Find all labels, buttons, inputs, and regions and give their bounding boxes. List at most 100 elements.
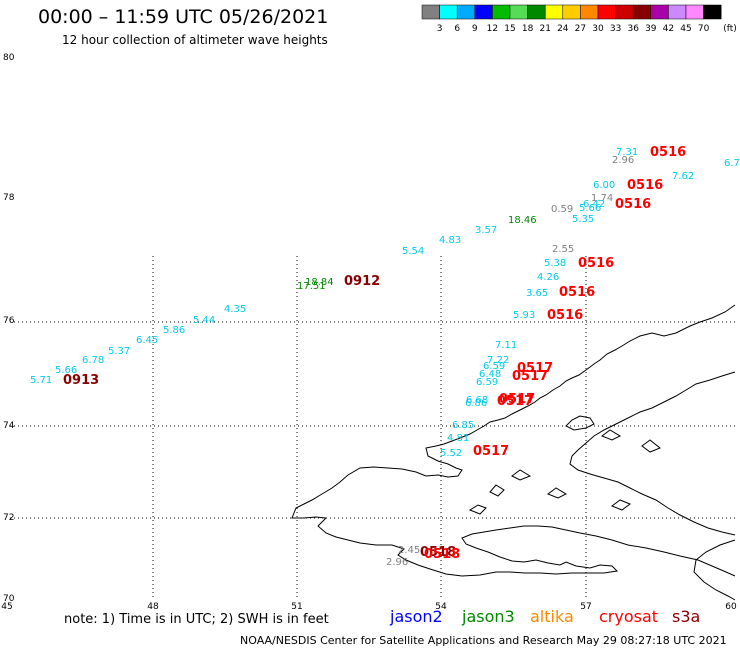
color-legend: 3 6 9 12 15 18 21 24 27 30 33 36 39 42 45 70 (ft) [421,4,737,34]
legend-label: 39 [645,24,657,34]
legend-label: 42 [663,24,674,34]
wave-height-value: 5.52 [440,448,462,459]
wave-height-value: 5.54 [402,246,424,257]
wave-height-value: 5.37 [108,346,130,357]
lat-tick-label: 76 [3,316,15,326]
wave-height-observations: 5.715.666.785.376.455.865.444.3518.8417.… [30,147,740,568]
satellite-s3a: s3a [672,607,701,626]
lat-tick-label: 80 [3,53,15,63]
wave-height-value: 4.35 [224,304,246,315]
wave-height-value: 6.68 [466,395,488,406]
lon-tick-label: 60 [725,602,737,612]
wave-height-value: 6.59 [476,377,498,388]
legend-label: 18 [522,24,534,34]
wave-height-value: 6.48 [479,369,501,380]
coastline [291,304,736,601]
wave-height-value: 5.38 [544,258,566,269]
legend-label: 3 [437,24,443,34]
legend-label: 45 [680,24,691,34]
lon-tick-label: 54 [435,602,447,612]
wave-height-value: 3.65 [526,288,548,299]
wave-height-value: 0.59 [551,204,573,215]
wave-height-value: 1.74 [591,193,613,204]
pass-time-label: 0516 [578,256,614,271]
wave-height-value: 5.66 [55,365,77,376]
wave-height-value: 7.11 [495,340,517,351]
pass-time-label: 0518 [420,545,456,560]
legend-label: 6 [454,24,460,34]
wave-height-value: 5.66 [579,203,601,214]
wave-height-value: 4.83 [439,235,461,246]
lat-tick-label: 72 [3,513,14,523]
lon-tick-label: 57 [580,602,591,612]
wave-height-value: 5.93 [513,310,535,321]
legend-label: 21 [539,24,550,34]
legend-label: 33 [610,24,621,34]
pass-time-label: 0516 [547,308,583,323]
legend-label: 36 [627,24,639,34]
pass-time-label: 0517 [499,392,535,407]
map-subtitle: 12 hour collection of altimeter wave hei… [62,33,328,47]
pass-time-label: 0516 [627,178,663,193]
legend-label: 30 [592,24,604,34]
legend-label: 27 [575,24,586,34]
wave-height-value: 2.96 [386,557,408,568]
wave-height-value: 5.71 [30,375,52,386]
pass-time-label: 0517 [497,394,533,409]
lat-lon-grid [10,256,735,600]
legend-swatch-16 [703,4,722,20]
wave-height-value: 7.22 [487,355,509,366]
pass-time-label: 0517 [512,369,548,384]
lat-tick-label: 70 [3,594,15,604]
satellite-altika: altika [530,607,574,626]
wave-height-value: 2.45 [398,545,420,556]
axis-tick-labels: 45 48 51 54 57 60 70 72 74 76 78 80 [1,53,737,612]
wave-height-value: 6.59 [483,361,505,372]
lat-tick-label: 78 [3,193,15,203]
pass-time-label: 0912 [344,274,380,289]
lon-tick-label: 48 [147,602,159,612]
satellite-cryosat: cryosat [599,607,659,626]
wave-height-value: 6.45 [136,335,158,346]
pass-time-label: 0516 [650,145,686,160]
lon-tick-label: 51 [291,602,302,612]
wave-height-value: 6.86 [465,398,487,409]
wave-height-value: 6.85 [452,420,474,431]
legend-label: 9 [472,24,478,34]
legend-label: 12 [487,24,498,34]
footnote: note: 1) Time is in UTC; 2) SWH is in fe… [64,612,329,627]
satellite-jason3: jason3 [462,607,515,626]
wave-height-value: 6.78 [82,355,104,366]
lon-tick-label: 45 [1,602,12,612]
wave-height-value: 7.62 [672,171,694,182]
satellite-jason2: jason2 [390,607,443,626]
wave-height-value: 18.84 [305,277,334,288]
pass-time-label: 0517 [473,444,509,459]
pass-time-label: 0516 [615,197,651,212]
wave-height-value: 17.51 [297,281,326,292]
wave-height-value: 6.42 [583,199,605,210]
wave-height-value: 3.57 [475,225,497,236]
wave-height-value: 6.7 [724,158,740,169]
lat-tick-label: 74 [3,421,15,431]
wave-height-value: 2.96 [612,155,634,166]
map-title: 00:00 – 11:59 UTC 05/26/2021 [38,6,329,28]
wave-height-value: 4.81 [447,433,469,444]
wave-height-value: 5.44 [193,315,215,326]
pass-time-label: 0913 [63,373,99,388]
wave-height-value: 2.55 [552,244,574,255]
pass-time-label: 0518 [424,547,460,562]
legend-label: 15 [504,24,515,34]
legend-label: 70 [698,24,710,34]
wave-height-value: 5.35 [572,214,594,225]
legend-unit: (ft) [723,24,737,34]
wave-height-value: 18.46 [508,215,537,226]
legend-label: 24 [557,24,569,34]
wave-height-value: 7.31 [616,147,638,158]
credit-footer: NOAA/NESDIS Center for Satellite Applica… [240,634,727,647]
wave-height-value: 4.26 [537,272,559,283]
wave-height-value: 6.00 [593,180,615,191]
pass-time-label: 0517 [517,361,553,376]
wave-height-value: 5.86 [163,325,185,336]
